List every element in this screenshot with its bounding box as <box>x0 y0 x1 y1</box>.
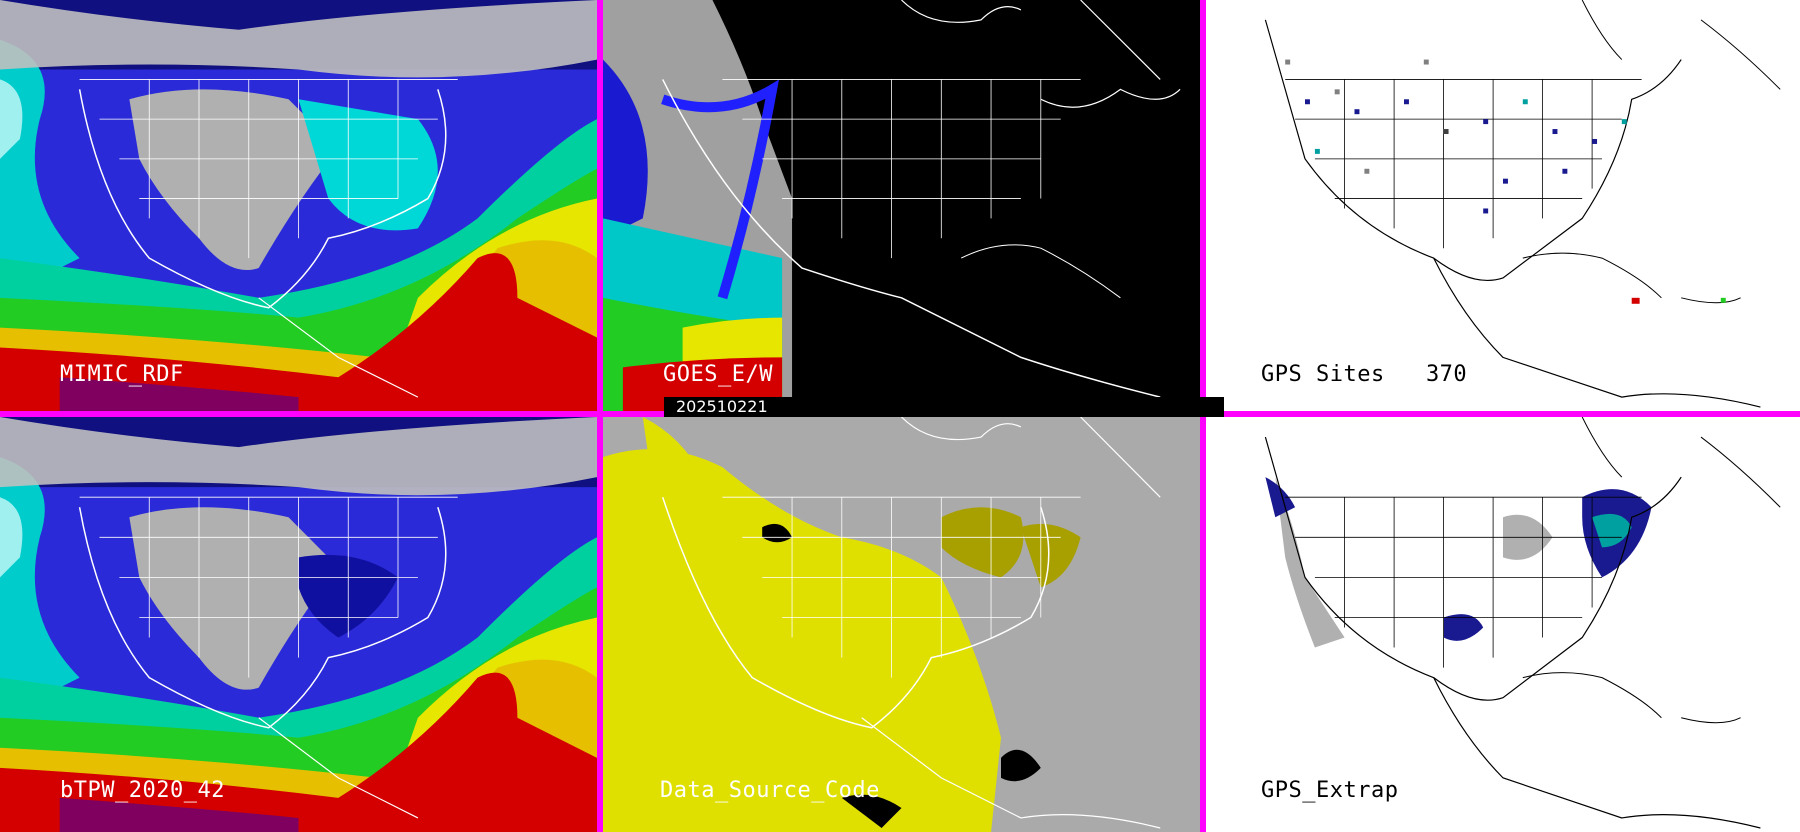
tpw-map <box>0 417 597 832</box>
panel-label: GPS Sites 370 <box>1261 362 1468 387</box>
data-source-map <box>603 417 1200 832</box>
panel-data-source-code[interactable]: Data_Source_Code <box>603 417 1200 832</box>
panel-label: GPS_Extrap <box>1261 778 1399 803</box>
panel-label: bTPW_2020_42 <box>60 778 225 803</box>
panel-gps-extrap[interactable]: GPS_Extrap <box>1206 417 1800 832</box>
gps-sites-map <box>1206 0 1800 411</box>
panel-mimic-rdf[interactable]: MIMIC_RDF <box>0 0 597 411</box>
gps-site-markers <box>1285 59 1726 304</box>
tpw-map <box>0 0 597 411</box>
panel-label: GOES_E/W <box>663 362 773 387</box>
panel-label: MIMIC_RDF <box>60 362 184 387</box>
panel-label: Data_Source_Code <box>660 778 880 803</box>
panel-btpw[interactable]: bTPW_2020_42 <box>0 417 597 832</box>
panel-gps-sites[interactable]: GPS Sites 370 <box>1206 0 1800 411</box>
date-label: 202510221 <box>664 397 1224 417</box>
gps-extrap-map <box>1206 417 1800 832</box>
goes-map <box>603 0 1200 411</box>
panel-goes-ew[interactable]: GOES_E/W <box>603 0 1200 411</box>
